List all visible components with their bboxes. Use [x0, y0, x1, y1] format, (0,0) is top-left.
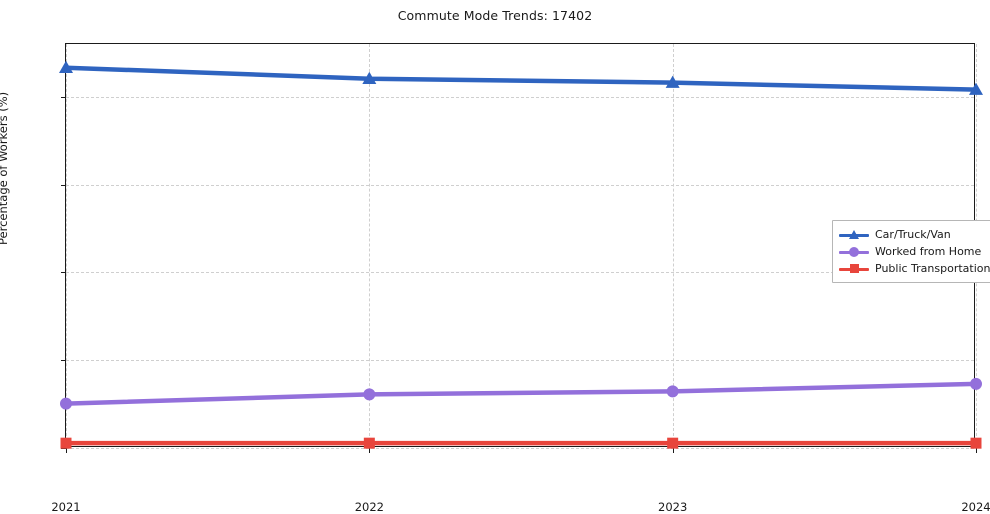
data-point-marker	[363, 437, 375, 449]
x-tick-label: 2021	[51, 500, 81, 514]
y-tick-mark	[61, 96, 66, 98]
x-tick-mark	[66, 448, 67, 453]
x-tick-label: 2023	[658, 500, 688, 514]
data-point-marker	[667, 437, 679, 449]
legend-swatch	[839, 262, 869, 276]
series-line	[63, 65, 979, 92]
data-point-marker	[60, 397, 72, 410]
legend-swatch	[839, 228, 869, 242]
legend-item[interactable]: Public Transportation	[839, 260, 990, 277]
x-tick-mark	[976, 448, 977, 453]
series-line	[63, 381, 979, 406]
legend-label: Worked from Home	[875, 245, 982, 258]
y-tick-mark	[61, 360, 66, 362]
legend-swatch	[839, 245, 869, 259]
data-point-marker	[970, 437, 982, 449]
series-worked-from-home	[60, 377, 982, 410]
data-point-marker	[60, 437, 72, 449]
legend-label: Car/Truck/Van	[875, 228, 951, 241]
series-public-transportation	[60, 437, 982, 449]
data-point-marker	[969, 82, 983, 95]
chart-legend: Car/Truck/Van Worked from Home Public Tran…	[832, 220, 990, 283]
data-point-marker	[970, 377, 982, 390]
y-axis-label: Percentage of Workers (%)	[0, 91, 10, 245]
legend-label: Public Transportation	[875, 262, 990, 275]
legend-item[interactable]: Car/Truck/Van	[839, 226, 990, 243]
data-point-marker	[59, 60, 73, 73]
x-tick-mark	[672, 448, 674, 453]
data-point-marker	[362, 71, 377, 84]
legend-marker-square-icon	[849, 264, 859, 273]
chart-figure: Commute Mode Trends: 17402 Percentage of…	[0, 8, 990, 514]
gridline-horizontal	[66, 448, 974, 449]
chart-title: Commute Mode Trends: 17402	[397, 8, 593, 23]
legend-marker-circle-icon	[849, 246, 859, 257]
y-tick-mark	[61, 272, 66, 274]
series-layer	[59, 60, 983, 449]
x-tick-mark	[369, 448, 371, 453]
x-tick-label: 2022	[354, 500, 384, 514]
series-car-truck-van	[59, 60, 983, 95]
data-point-marker	[363, 388, 376, 401]
legend-marker-triangle-icon	[849, 229, 859, 239]
data-point-marker	[666, 385, 679, 398]
data-point-marker	[665, 75, 680, 88]
legend-item[interactable]: Worked from Home	[839, 243, 990, 260]
y-tick-mark	[61, 184, 66, 186]
x-tick-label: 2024	[961, 500, 990, 514]
